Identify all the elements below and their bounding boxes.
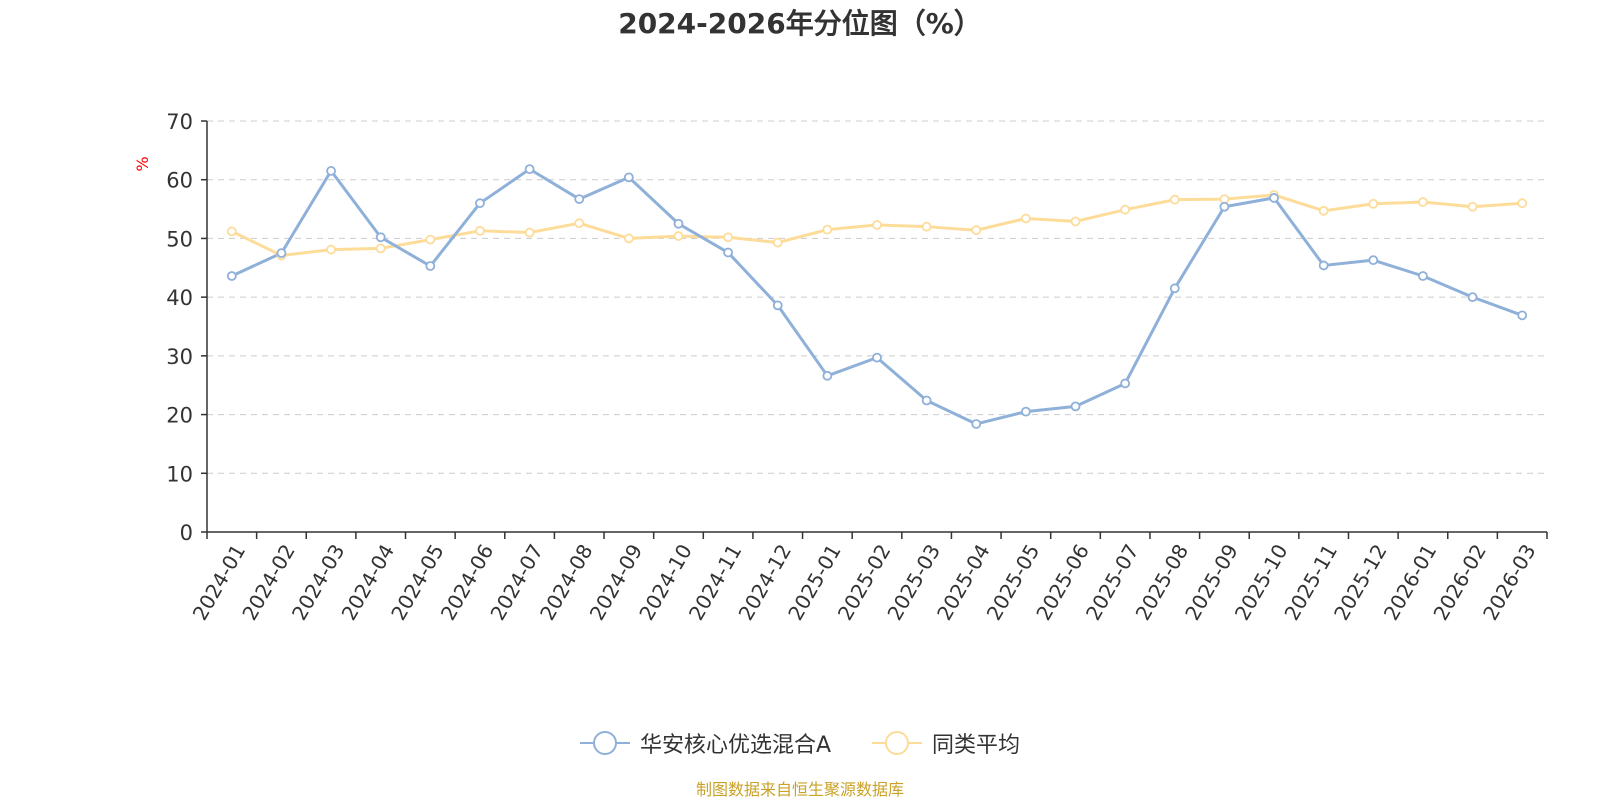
grid-layer [207,120,1547,474]
data-point-s1-18[interactable] [1120,204,1131,215]
y-tick-label: 50 [166,227,193,251]
data-point-s1-10[interactable] [723,232,734,243]
data-point-s1-19[interactable] [1169,194,1180,205]
data-point-s1-17[interactable] [1070,216,1081,227]
data-point-s1-0[interactable] [226,226,237,237]
data-point-s0-15[interactable] [971,419,982,429]
data-point-s1-4[interactable] [425,234,436,245]
legend-label-average: 同类平均 [932,733,1021,758]
data-point-s0-2[interactable] [326,166,336,176]
data-point-s1-9[interactable] [673,231,684,241]
data-point-s0-5[interactable] [475,198,485,209]
data-point-s0-9[interactable] [673,218,684,229]
data-point-s1-7[interactable] [574,218,585,229]
data-point-s0-16[interactable] [1020,406,1031,417]
data-point-s0-19[interactable] [1169,283,1180,294]
data-point-s1-5[interactable] [475,225,485,236]
data-point-s1-11[interactable] [772,237,783,248]
data-point-s1-23[interactable] [1368,198,1379,209]
legend-label-fund: 华安核心优选混合A [640,733,832,758]
data-point-s0-20[interactable] [1219,201,1230,212]
data-point-s1-16[interactable] [1020,213,1031,224]
data-point-s0-24[interactable] [1418,271,1428,281]
data-point-s0-13[interactable] [872,352,882,363]
y-tick-label: 40 [166,286,193,310]
legend-item-average[interactable]: 同类平均 [872,726,1020,760]
data-point-s1-6[interactable] [524,227,535,238]
data-point-s0-12[interactable] [822,370,833,381]
data-point-s0-10[interactable] [723,247,734,258]
data-point-s0-18[interactable] [1120,378,1131,389]
data-point-s0-0[interactable] [226,271,237,281]
data-point-s1-14[interactable] [921,221,932,232]
data-point-s1-3[interactable] [375,243,386,254]
data-point-s1-25[interactable] [1467,201,1478,212]
data-point-s0-6[interactable] [524,164,535,175]
legend-item-fund[interactable]: 华安核心优选混合A [580,726,831,760]
data-point-s0-21[interactable] [1269,193,1279,203]
data-point-s0-17[interactable] [1070,401,1081,412]
data-point-s1-24[interactable] [1418,197,1428,207]
data-point-s0-23[interactable] [1368,255,1379,266]
data-point-s0-25[interactable] [1467,292,1478,303]
data-point-s1-15[interactable] [971,225,982,236]
data-point-s1-13[interactable] [872,220,882,230]
data-point-s1-12[interactable] [822,224,833,235]
y-tick-label: 30 [166,345,193,369]
data-point-s0-4[interactable] [425,261,436,271]
data-point-s0-22[interactable] [1318,260,1329,271]
data-point-s0-3[interactable] [375,232,386,243]
y-tick-label: 70 [166,110,193,134]
data-point-s1-2[interactable] [326,244,336,255]
y-tick-label: 20 [166,404,193,428]
data-point-s0-26[interactable] [1517,310,1528,321]
data-point-s0-8[interactable] [623,172,634,183]
data-point-s0-1[interactable] [276,248,287,259]
y-tick-label: 0 [180,521,193,545]
y-tick-label: 60 [166,169,193,193]
y-axis-unit: % [133,156,152,171]
data-point-s0-7[interactable] [574,194,585,204]
axis-layer: 0102030405060702024-012024-022024-032024… [166,110,1548,624]
legend-marker-fund-icon [580,731,630,755]
y-tick-label: 10 [166,462,193,486]
legend: 华安核心优选混合A 同类平均 [0,726,1600,760]
source-note: 制图数据来自恒生聚源数据库 [695,780,904,799]
chart-title: 2024-2026年分位图（%） [618,7,982,40]
data-point-s1-26[interactable] [1517,198,1528,209]
series-line-0 [231,167,1523,426]
data-point-s0-14[interactable] [921,395,932,406]
data-point-s0-11[interactable] [772,300,783,311]
data-point-s1-22[interactable] [1318,205,1329,216]
legend-marker-average-icon [872,731,922,755]
data-point-s1-8[interactable] [623,233,634,244]
series-layer [226,164,1528,429]
